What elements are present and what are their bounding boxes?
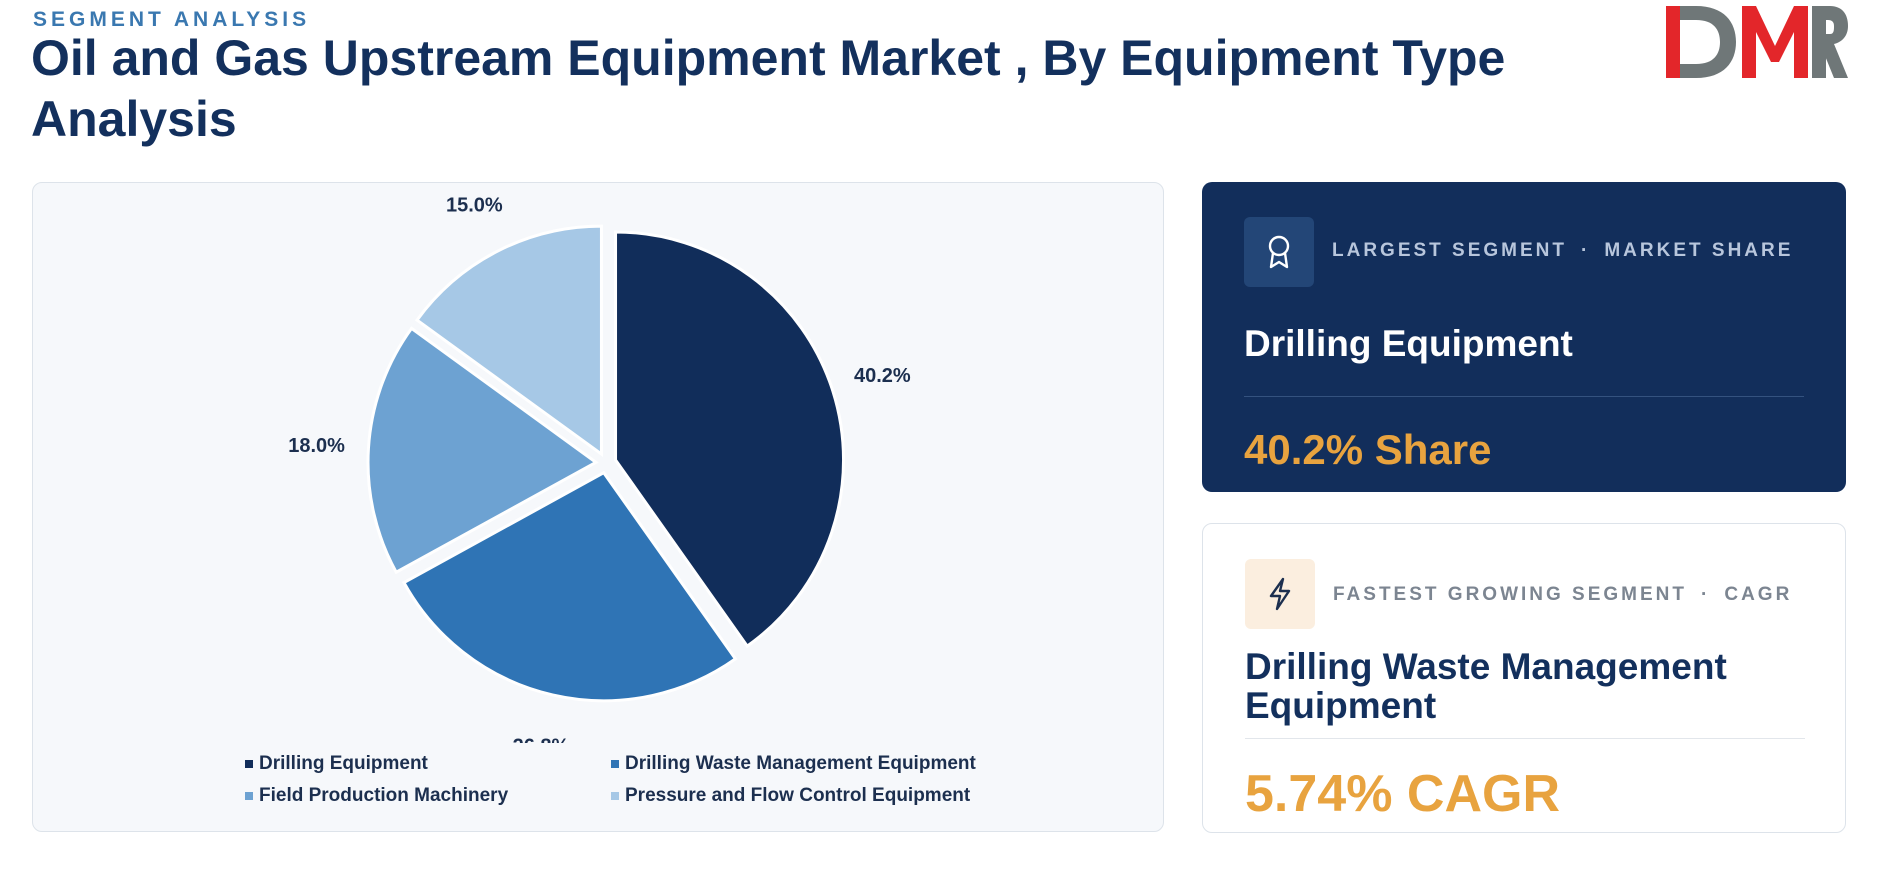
legend-item: Field Production Machinery [245, 785, 611, 807]
legend-label: Drilling Waste Management Equipment [625, 753, 976, 774]
pie-data-label: 26.8% [513, 736, 570, 743]
pie-data-labels: 40.2% 26.8% 18.0% 15.0% [288, 195, 911, 743]
chart-legend: Drilling Equipment Drilling Waste Managem… [245, 753, 1005, 807]
pie-chart: 40.2% 26.8% 18.0% 15.0% [288, 195, 911, 743]
pie-data-label: 15.0% [446, 195, 503, 217]
fastest-growing-kicker: FASTEST GROWING SEGMENT · CAGR [1333, 584, 1793, 605]
logo-letter-r [1812, 6, 1848, 78]
pie-slice-3 [366, 326, 599, 575]
lightning-bolt-icon [1245, 559, 1315, 629]
legend-label: Field Production Machinery [259, 785, 509, 806]
pie-slice-2 [401, 470, 738, 703]
legend-item: Drilling Waste Management Equipment [611, 753, 991, 775]
largest-segment-kicker: LARGEST SEGMENT · MARKET SHARE [1332, 240, 1794, 261]
award-ribbon-icon [1244, 217, 1314, 287]
pie-slice-4 [414, 224, 603, 458]
legend-item: Pressure and Flow Control Equipment [611, 785, 991, 807]
largest-segment-card: LARGEST SEGMENT · MARKET SHARE Drilling Eq… [1202, 182, 1846, 492]
pie-slice-1 [614, 230, 845, 649]
fastest-growing-metric: 5.74% CAGR [1245, 765, 1560, 823]
fastest-growing-name: Drilling Waste Management Equipment [1245, 646, 1727, 726]
pie-chart-card: 40.2%26.8%18.0%15.0% Drilling EquipmentD… [32, 182, 1164, 832]
pie-data-label: 40.2% [854, 365, 911, 387]
legend-swatch [245, 760, 253, 768]
logo-letter-d [1666, 6, 1736, 78]
largest-segment-metric: 40.2% Share [1244, 426, 1492, 473]
legend-swatch [611, 792, 619, 800]
card-divider [1245, 738, 1805, 739]
largest-segment-name: Drilling Equipment [1244, 323, 1573, 364]
legend-label: Drilling Equipment [259, 753, 428, 774]
pie-data-label: 18.0% [288, 435, 345, 457]
logo-letter-m [1742, 6, 1808, 78]
legend-swatch [611, 760, 619, 768]
legend-swatch [245, 792, 253, 800]
pie-slices [366, 224, 845, 703]
fastest-growing-card: FASTEST GROWING SEGMENT · CAGR Drilling Wa… [1202, 523, 1846, 833]
legend-item: Drilling Equipment [245, 753, 611, 775]
section-eyebrow: SEGMENT ANALYSIS [33, 8, 311, 31]
legend-label: Pressure and Flow Control Equipment [625, 785, 971, 806]
dmr-logo [1666, 6, 1848, 78]
card-divider [1244, 396, 1804, 397]
page-title: Oil and Gas Upstream Equipment Market , … [31, 30, 1506, 147]
